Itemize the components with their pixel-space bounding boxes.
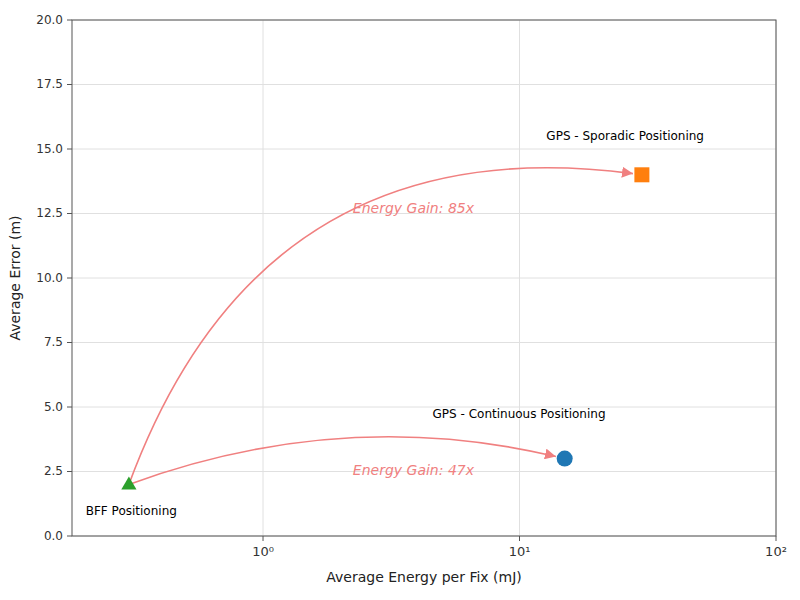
y-tick-label: 5.0: [44, 400, 63, 414]
y-tick-label: 12.5: [36, 206, 63, 220]
point: [634, 167, 649, 182]
y-tick-label: 10.0: [36, 271, 63, 285]
gain-label: Energy Gain: 47x: [353, 462, 475, 478]
point: [121, 476, 136, 489]
y-tick: [67, 471, 72, 472]
y-grid-line: [72, 407, 776, 408]
x-tick-label: 10²: [765, 544, 787, 559]
y-tick: [67, 213, 72, 214]
arrow: [129, 168, 633, 485]
plot-frame: [72, 20, 776, 536]
y-tick-label: 0.0: [44, 529, 63, 543]
x-tick-label: 10⁰: [252, 544, 274, 559]
point: [557, 451, 573, 467]
arrow: [129, 437, 556, 485]
chart-svg: 10⁰ 10¹ 10² 0.0 2.5 5.0 7.5 10.0 12.5 15.0 17.5 20.…: [0, 0, 800, 600]
page: {"chart_data": {"type": "scatter", "xlab…: [0, 0, 800, 600]
y-tick: [67, 149, 72, 150]
y-grid-line: [72, 84, 776, 85]
series: [121, 476, 136, 489]
y-tick-label: 2.5: [44, 464, 63, 478]
y-tick: [67, 407, 72, 408]
y-tick: [67, 20, 72, 21]
y-tick: [67, 342, 72, 343]
x-tick-label: 10¹: [509, 544, 531, 559]
series: [634, 167, 649, 182]
axes: 10⁰ 10¹ 10² 0.0 2.5 5.0 7.5 10.0 12.5 15.0 17.5 20.…: [36, 13, 787, 560]
y-tick-label: 7.5: [44, 335, 63, 349]
y-grid-line: [72, 278, 776, 279]
chart-container: 10⁰ 10¹ 10² 0.0 2.5 5.0 7.5 10.0 12.5 15.0 17.5 20.…: [0, 0, 800, 600]
y-tick: [67, 84, 72, 85]
point-annotation: GPS - Continuous Positioning: [433, 407, 606, 421]
background: [0, 0, 800, 600]
x-axis-label: Average Energy per Fix (mJ): [326, 569, 521, 585]
y-grid-line: [72, 149, 776, 150]
y-tick: [67, 278, 72, 279]
y-grid-line: [72, 342, 776, 343]
x-tick: [263, 536, 264, 541]
point-annotation: BFF Positioning: [86, 504, 177, 518]
plot-area: [121, 167, 649, 489]
grid: [72, 20, 776, 536]
y-tick-label: 17.5: [36, 77, 63, 91]
x-tick: [776, 536, 777, 541]
y-tick-label: 20.0: [36, 13, 63, 27]
y-tick: [67, 536, 72, 537]
point-annotation: GPS - Sporadic Positioning: [546, 129, 704, 143]
annotations: Energy Gain: 47x Energy Gain: 85x BFF Posi…: [86, 129, 704, 518]
gain-label: Energy Gain: 85x: [353, 200, 475, 216]
series: [557, 451, 573, 467]
y-axis-label: Average Error (m): [7, 215, 23, 340]
y-tick-label: 15.0: [36, 142, 63, 156]
x-tick: [519, 536, 520, 541]
